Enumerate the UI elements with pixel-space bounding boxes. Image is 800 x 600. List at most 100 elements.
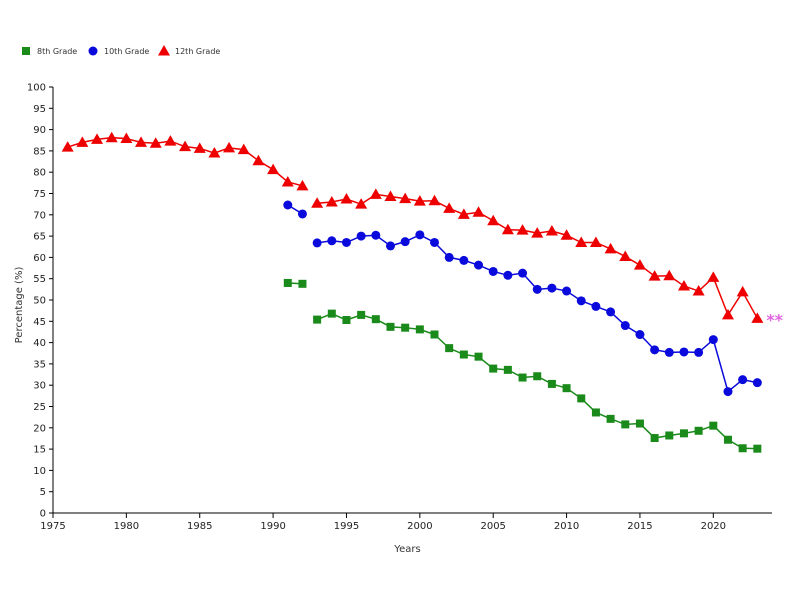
x-axis-ticks: 1975 1980 1985 1990 1995 2000 2005 2010 2015 2020: [40, 513, 726, 532]
data-point-12th-grade: [208, 147, 221, 158]
data-point-10th-grade: [708, 335, 718, 345]
data-point-12th-grade: [545, 224, 558, 236]
data-point-12th-grade: [604, 242, 617, 254]
data-point-8th-grade: [723, 435, 732, 444]
data-point-12th-grade: [648, 270, 661, 281]
y-tick-label: 35: [33, 359, 46, 370]
data-point-10th-grade: [312, 238, 322, 248]
data-point-12th-grade: [399, 192, 412, 204]
data-point-10th-grade: [752, 378, 762, 388]
y-tick-label: 45: [33, 317, 46, 328]
data-point-12th-grade: [369, 188, 382, 199]
data-point-12th-grade: [531, 227, 544, 238]
data-point-12th-grade: [340, 193, 353, 204]
data-point-10th-grade: [341, 237, 351, 247]
data-point-8th-grade: [283, 278, 292, 287]
data-point-8th-grade: [430, 330, 439, 339]
data-point-10th-grade: [694, 347, 704, 357]
data-point-10th-grade: [327, 236, 337, 246]
y-axis-ticks: 0 5 10 15 20 25 30 35 40 45 50 55 60 65 70 75 80 85 90 95 10…: [27, 83, 53, 520]
x-tick-label: 2020: [701, 521, 726, 532]
data-point-10th-grade: [356, 231, 366, 241]
data-point-10th-grade: [474, 260, 484, 270]
x-tick-label: 2005: [480, 521, 505, 532]
data-point-12th-grade: [384, 190, 397, 201]
data-point-8th-grade: [606, 414, 615, 423]
data-point-8th-grade: [445, 344, 454, 353]
legend-label-12th-grade: 12th Grade: [175, 47, 220, 56]
data-point-8th-grade: [650, 434, 659, 443]
x-tick-label: 1990: [260, 521, 285, 532]
data-point-12th-grade: [193, 142, 206, 153]
data-point-8th-grade: [503, 365, 512, 374]
x-tick-label: 1985: [187, 521, 212, 532]
data-point-10th-grade: [635, 330, 645, 340]
legend-marker-12th-grade: [158, 45, 170, 56]
x-tick-label: 2015: [627, 521, 652, 532]
data-point-12th-grade: [707, 271, 720, 282]
x-tick-label: 1975: [40, 521, 65, 532]
data-point-10th-grade: [664, 347, 674, 357]
data-point-8th-grade: [386, 322, 395, 331]
y-tick-label: 10: [33, 466, 46, 477]
data-point-8th-grade: [753, 444, 762, 453]
data-point-8th-grade: [577, 394, 586, 403]
data-point-8th-grade: [533, 372, 542, 381]
data-point-8th-grade: [562, 384, 571, 393]
data-point-8th-grade: [371, 315, 380, 324]
data-point-12th-grade: [663, 269, 676, 281]
y-tick-label: 20: [33, 423, 46, 434]
data-point-10th-grade: [400, 237, 410, 247]
data-point-8th-grade: [635, 419, 644, 428]
data-point-12th-grade: [633, 259, 646, 270]
data-point-12th-grade: [91, 133, 104, 144]
series-8th-grade: [283, 278, 762, 453]
legend-label-8th-grade: 8th Grade: [37, 47, 77, 56]
data-point-10th-grade: [723, 387, 733, 397]
data-point-10th-grade: [371, 230, 381, 240]
x-tick-label: 1995: [334, 521, 359, 532]
series-line-10th-grade: [317, 233, 758, 393]
data-point-12th-grade: [223, 141, 236, 153]
y-tick-label: 70: [33, 210, 46, 221]
data-point-10th-grade: [430, 237, 440, 247]
data-point-8th-grade: [665, 431, 674, 440]
data-point-8th-grade: [547, 379, 556, 388]
data-point-8th-grade: [357, 310, 366, 319]
data-point-10th-grade: [576, 296, 586, 306]
data-point-12th-grade: [76, 136, 89, 147]
data-point-12th-grade: [736, 285, 749, 297]
data-point-12th-grade: [61, 141, 74, 152]
legend-label-10th-grade: 10th Grade: [104, 47, 149, 56]
data-point-12th-grade: [325, 196, 338, 207]
data-point-8th-grade: [518, 373, 527, 382]
x-tick-label: 1980: [114, 521, 139, 532]
series-10th-grade: [283, 200, 762, 397]
x-tick-label: 2000: [407, 521, 432, 532]
y-tick-label: 85: [33, 146, 46, 157]
data-point-12th-grade: [751, 312, 764, 323]
data-point-12th-grade: [516, 224, 529, 235]
data-point-12th-grade: [457, 208, 470, 219]
data-point-12th-grade: [105, 131, 118, 143]
data-point-10th-grade: [606, 307, 616, 317]
y-tick-label: 30: [33, 381, 46, 392]
data-point-10th-grade: [620, 321, 630, 331]
data-point-8th-grade: [342, 316, 351, 325]
annotation-marker: **: [766, 310, 783, 329]
data-point-8th-grade: [738, 444, 747, 453]
data-point-8th-grade: [459, 350, 468, 359]
data-point-10th-grade: [444, 252, 454, 262]
y-tick-label: 40: [33, 338, 46, 349]
data-point-12th-grade: [164, 135, 177, 146]
data-point-12th-grade: [721, 308, 734, 320]
data-point-12th-grade: [252, 154, 265, 166]
legend-marker-8th-grade: [22, 47, 30, 55]
data-point-10th-grade: [297, 209, 307, 219]
y-tick-label: 60: [33, 253, 46, 264]
y-tick-label: 50: [33, 296, 46, 307]
data-point-10th-grade: [459, 255, 469, 265]
y-tick-label: 55: [33, 274, 46, 285]
data-point-10th-grade: [518, 268, 528, 278]
